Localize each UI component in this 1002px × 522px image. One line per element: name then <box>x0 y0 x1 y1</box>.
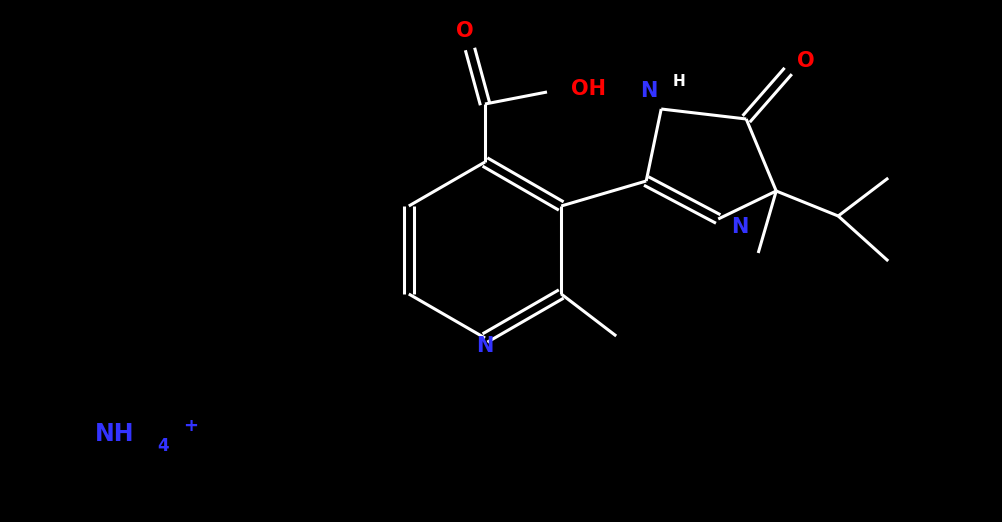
Text: H: H <box>672 74 685 89</box>
Text: N: N <box>731 217 748 237</box>
Text: N: N <box>476 336 494 356</box>
Text: 4: 4 <box>157 437 168 455</box>
Text: N: N <box>640 81 658 101</box>
Text: O: O <box>798 51 815 71</box>
Text: NH: NH <box>95 422 134 446</box>
Text: +: + <box>183 417 198 435</box>
Text: O: O <box>456 21 474 41</box>
Text: OH: OH <box>571 79 606 99</box>
